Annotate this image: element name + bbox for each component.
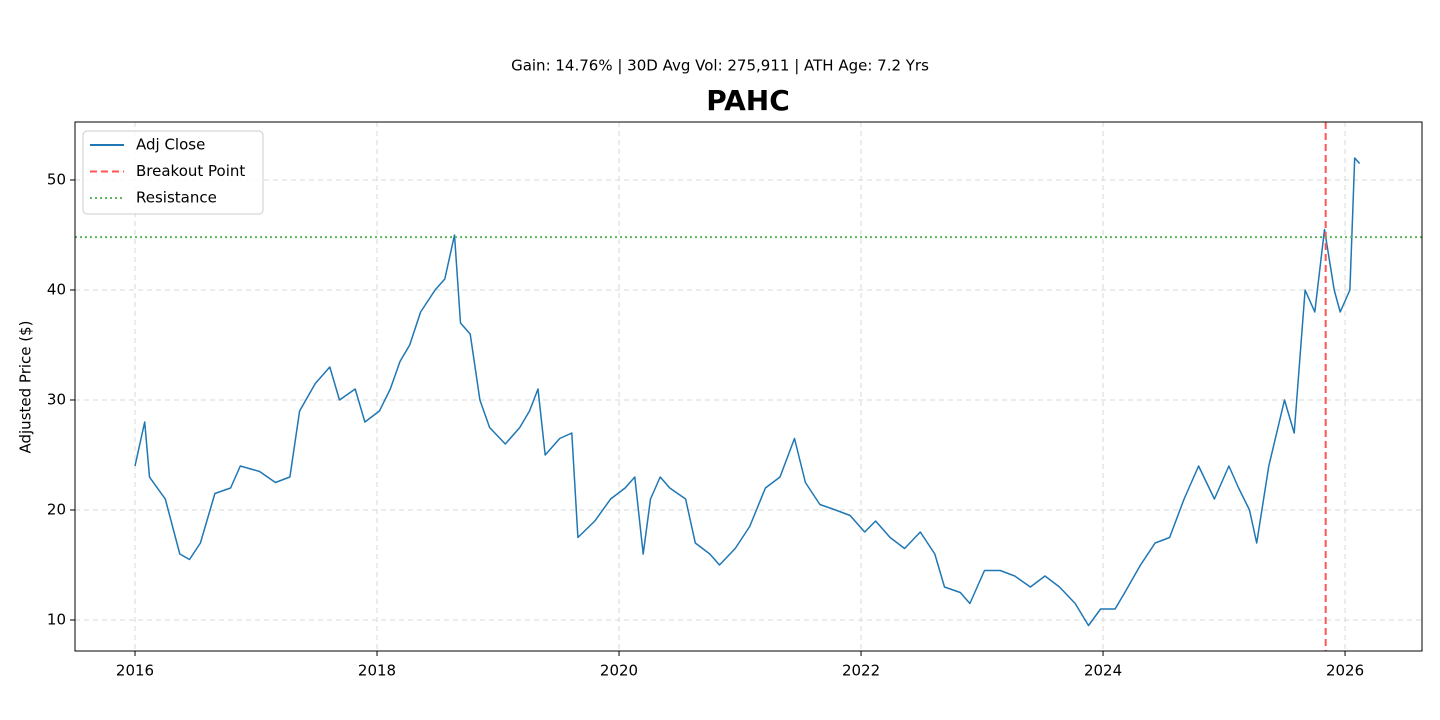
y-tick-label: 50 [47,170,66,188]
y-axis-label: Adjusted Price ($) [17,320,35,453]
legend-box [82,130,264,215]
legend-label: Adj Close [136,136,205,154]
plot-frame [74,121,1423,652]
x-tick-label: 2018 [358,662,396,680]
y-tick-label: 30 [47,390,66,408]
x-tick-label: 2022 [842,662,880,680]
chart-subtitle: Gain: 14.76% | 30D Avg Vol: 275,911 | AT… [511,57,929,75]
legend-label: Breakout Point [136,162,245,180]
y-tick-label: 40 [47,280,66,298]
chart-title: PAHC [706,84,790,117]
y-tick-label: 10 [47,610,66,628]
x-tick-label: 2024 [1084,662,1122,680]
price-line [134,157,1361,627]
x-tick-label: 2020 [600,662,638,680]
y-tick-label: 20 [47,500,66,518]
x-tick-label: 2026 [1326,662,1364,680]
x-tick-label: 2016 [116,662,154,680]
legend: Adj Close Breakout Point Resistance [82,130,264,215]
legend-label: Resistance [136,189,217,207]
